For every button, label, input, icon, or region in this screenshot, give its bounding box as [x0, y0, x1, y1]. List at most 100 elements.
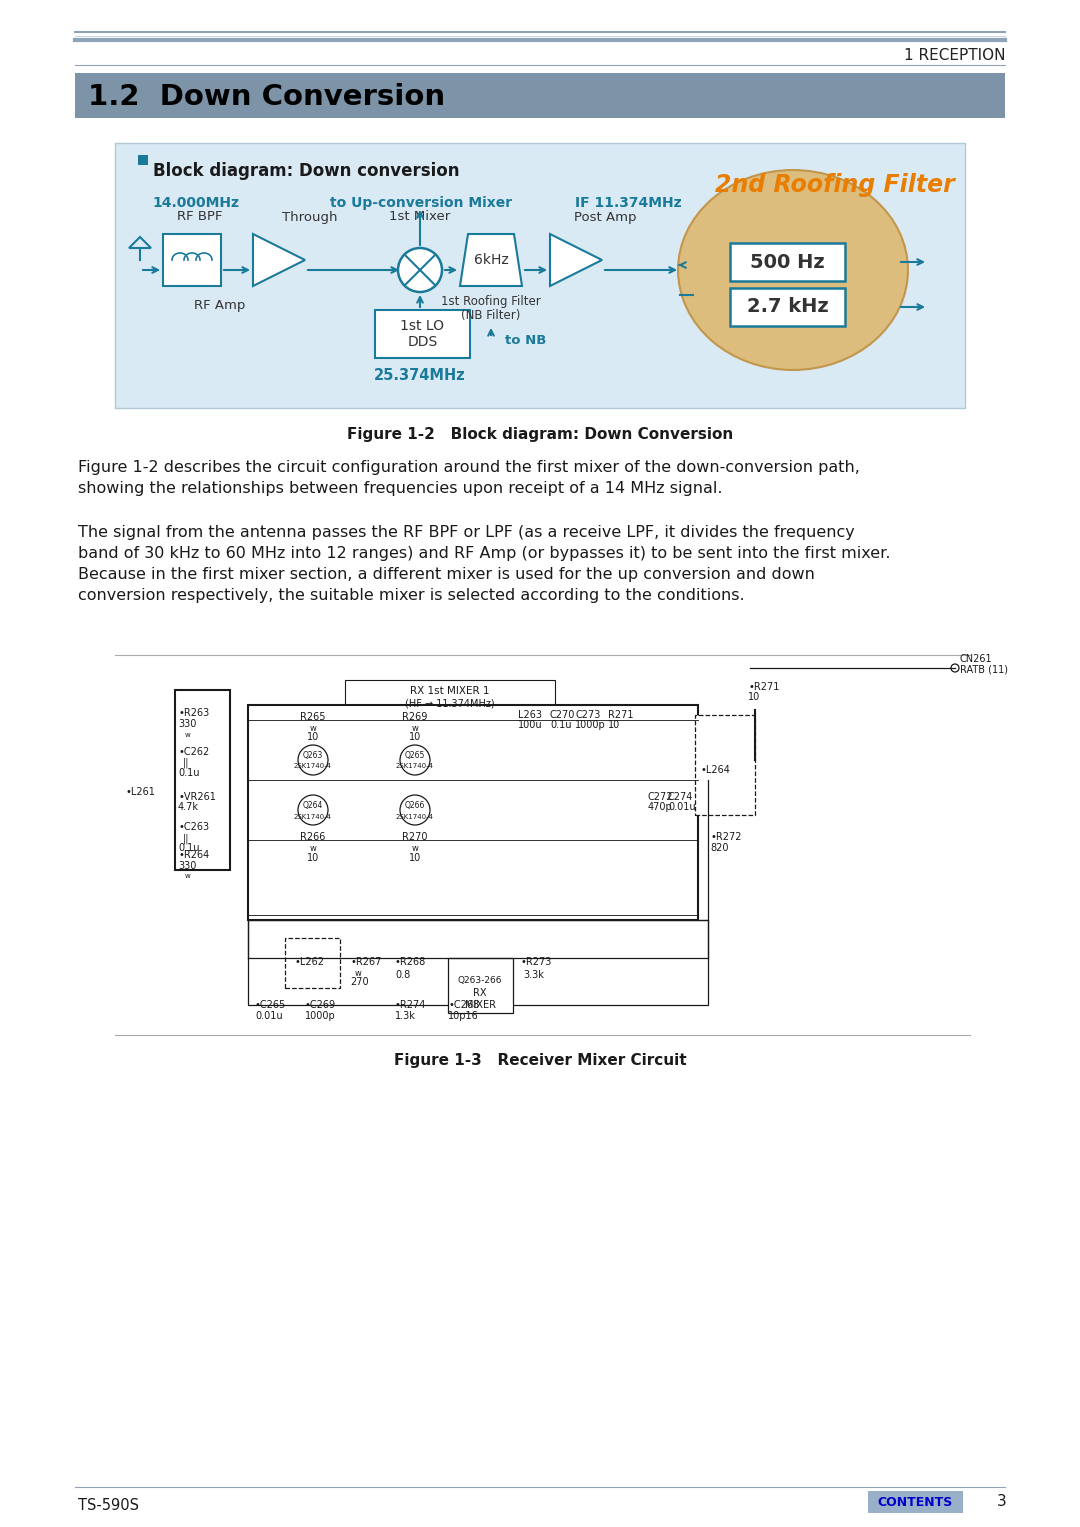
Text: 470p: 470p: [648, 802, 673, 812]
Text: Block diagram: Down conversion: Block diagram: Down conversion: [153, 162, 459, 180]
Text: IF 11.374MHz: IF 11.374MHz: [575, 195, 681, 211]
Text: w: w: [355, 970, 362, 977]
Text: 500 Hz: 500 Hz: [751, 252, 825, 272]
Text: 3.3k: 3.3k: [523, 970, 544, 980]
Text: 10: 10: [409, 854, 421, 863]
Text: 2nd Roofing Filter: 2nd Roofing Filter: [715, 173, 955, 197]
Text: Q264: Q264: [302, 802, 323, 809]
Text: 0.8: 0.8: [395, 970, 410, 980]
Text: to Up-conversion Mixer: to Up-conversion Mixer: [330, 195, 512, 211]
Bar: [696, 715, 755, 815]
Text: 10: 10: [748, 692, 760, 702]
Text: 2SK1740-4: 2SK1740-4: [396, 814, 434, 820]
Circle shape: [399, 247, 442, 292]
Text: C274: C274: [669, 793, 693, 802]
Text: 10p16: 10p16: [448, 1011, 478, 1022]
Text: w: w: [411, 844, 418, 854]
Text: •R267: •R267: [350, 957, 381, 967]
Text: 10: 10: [409, 731, 421, 742]
Text: 0.1u: 0.1u: [178, 843, 200, 854]
Text: 270: 270: [350, 977, 368, 986]
Bar: [248, 705, 698, 919]
Text: RF BPF: RF BPF: [177, 211, 222, 223]
Circle shape: [298, 796, 328, 825]
Text: 1st Roofing Filter: 1st Roofing Filter: [441, 296, 541, 308]
Text: w: w: [411, 724, 418, 733]
Text: •L262: •L262: [295, 957, 325, 967]
Text: 2.7 kHz: 2.7 kHz: [746, 298, 828, 316]
Text: 2SK1740-4: 2SK1740-4: [294, 764, 332, 770]
Text: C273: C273: [575, 710, 600, 721]
Bar: [345, 680, 555, 712]
Text: Q265: Q265: [405, 751, 426, 760]
Text: R269: R269: [403, 712, 428, 722]
Bar: [730, 243, 845, 281]
Text: •R273: •R273: [519, 957, 552, 967]
Text: 0.1u: 0.1u: [550, 721, 571, 730]
Text: 330: 330: [178, 861, 197, 870]
Text: Figure 1-3   Receiver Mixer Circuit: Figure 1-3 Receiver Mixer Circuit: [394, 1052, 686, 1067]
Text: •VR261: •VR261: [178, 793, 216, 802]
Bar: [448, 957, 513, 1012]
Bar: [285, 938, 340, 988]
Text: ||: ||: [183, 834, 189, 843]
Polygon shape: [460, 234, 522, 286]
Text: 1st Mixer: 1st Mixer: [390, 211, 450, 223]
Text: •R264: •R264: [178, 851, 210, 860]
Text: (HF → 11.374MHz): (HF → 11.374MHz): [405, 699, 495, 709]
Text: •R272: •R272: [710, 832, 742, 841]
Text: •L261: •L261: [125, 786, 156, 797]
Polygon shape: [550, 234, 602, 286]
Text: 820: 820: [710, 843, 729, 854]
Bar: [375, 310, 470, 357]
Bar: [138, 156, 148, 165]
Text: C270: C270: [550, 710, 576, 721]
Text: ||: ||: [183, 757, 189, 768]
Text: CN261: CN261: [960, 654, 993, 664]
Text: 3: 3: [997, 1495, 1007, 1510]
Circle shape: [400, 796, 430, 825]
Text: C272: C272: [648, 793, 674, 802]
Text: 330: 330: [178, 719, 197, 728]
Bar: [868, 1490, 963, 1513]
Text: Q263: Q263: [302, 751, 323, 760]
Text: •R271: •R271: [748, 683, 780, 692]
Text: CONTENTS: CONTENTS: [877, 1495, 953, 1509]
Text: R271: R271: [608, 710, 634, 721]
Text: 10: 10: [608, 721, 620, 730]
Text: 0.01u: 0.01u: [255, 1011, 283, 1022]
Circle shape: [951, 664, 959, 672]
Text: •R274: •R274: [395, 1000, 427, 1009]
Bar: [175, 690, 230, 870]
Text: to NB: to NB: [505, 333, 546, 347]
Text: 2SK1740-4: 2SK1740-4: [396, 764, 434, 770]
Text: R265: R265: [300, 712, 326, 722]
Text: 2SK1740-4: 2SK1740-4: [294, 814, 332, 820]
Text: 100u: 100u: [518, 721, 542, 730]
Text: w: w: [310, 844, 316, 854]
Bar: [248, 919, 708, 1005]
Text: •C268: •C268: [448, 1000, 480, 1009]
Ellipse shape: [678, 169, 908, 370]
Text: MIXER: MIXER: [464, 1000, 496, 1009]
Bar: [730, 289, 845, 325]
Text: 4.7k: 4.7k: [178, 802, 199, 812]
Text: 25.374MHz: 25.374MHz: [374, 368, 465, 382]
Text: The signal from the antenna passes the RF BPF or LPF (as a receive LPF, it divid: The signal from the antenna passes the R…: [78, 525, 891, 603]
Text: Q263-266: Q263-266: [458, 976, 502, 985]
Text: 1000p: 1000p: [305, 1011, 336, 1022]
Text: Figure 1-2 describes the circuit configuration around the first mixer of the dow: Figure 1-2 describes the circuit configu…: [78, 460, 860, 496]
Text: 1.2  Down Conversion: 1.2 Down Conversion: [87, 82, 445, 111]
Text: •C263: •C263: [178, 822, 210, 832]
Text: 14.000MHz: 14.000MHz: [152, 195, 239, 211]
Text: 1st LO
DDS: 1st LO DDS: [401, 319, 445, 350]
Text: •R263: •R263: [178, 709, 210, 718]
Text: 1000p: 1000p: [575, 721, 606, 730]
Text: 10: 10: [307, 731, 319, 742]
Text: TS-590S: TS-590S: [78, 1498, 139, 1513]
Text: •C262: •C262: [178, 747, 210, 757]
Text: w: w: [185, 873, 191, 880]
Bar: [75, 73, 1005, 118]
Text: RX 1st MIXER 1: RX 1st MIXER 1: [410, 686, 489, 696]
Text: 0.1u: 0.1u: [178, 768, 200, 777]
